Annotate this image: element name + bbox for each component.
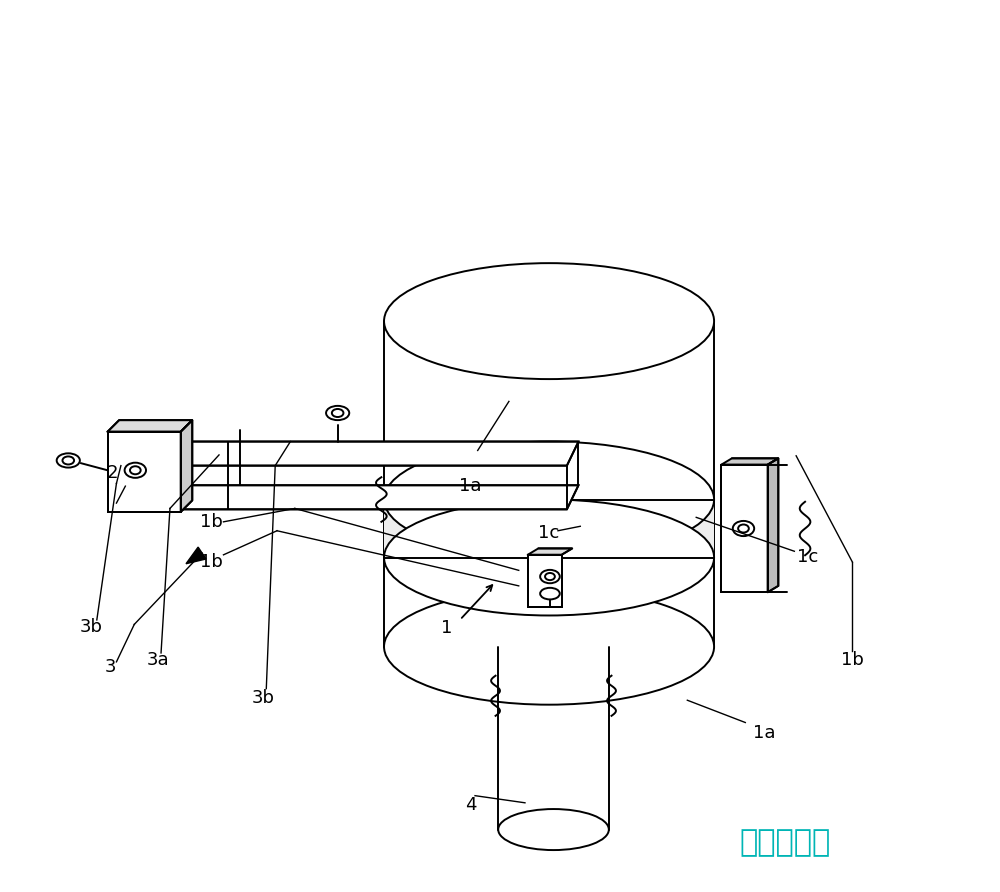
Ellipse shape [738,524,749,533]
Ellipse shape [62,457,74,465]
Polygon shape [384,500,714,558]
Text: 3a: 3a [147,651,170,669]
Polygon shape [112,442,578,466]
Text: 3: 3 [104,658,116,676]
Text: 4: 4 [465,796,476,814]
Ellipse shape [540,588,560,599]
Text: 1c: 1c [797,549,818,566]
Polygon shape [112,485,578,509]
Ellipse shape [498,809,609,850]
Polygon shape [186,547,206,564]
Polygon shape [181,420,192,512]
Text: 自动秒链接: 自动秒链接 [740,829,831,857]
Text: 1b: 1b [841,651,864,669]
Polygon shape [721,465,768,592]
Ellipse shape [384,589,714,705]
Text: 3b: 3b [252,689,275,706]
Ellipse shape [326,406,349,420]
Text: 1c: 1c [538,524,559,542]
Polygon shape [384,321,714,647]
Polygon shape [108,432,181,512]
Text: 2: 2 [106,464,118,482]
Polygon shape [498,647,609,830]
Ellipse shape [540,570,560,583]
Ellipse shape [332,409,343,417]
Polygon shape [528,549,572,555]
Text: 1b: 1b [200,513,223,531]
Ellipse shape [125,463,146,478]
Polygon shape [721,458,778,465]
Polygon shape [108,420,192,432]
Text: 1a: 1a [753,724,775,742]
Ellipse shape [384,263,714,379]
Ellipse shape [384,442,714,558]
Polygon shape [768,458,778,592]
Ellipse shape [733,521,754,536]
Text: 1: 1 [441,619,452,637]
Polygon shape [528,555,562,607]
Text: 1b: 1b [200,553,223,571]
Ellipse shape [130,467,141,475]
Ellipse shape [545,573,555,580]
Ellipse shape [384,500,714,615]
Ellipse shape [57,453,80,467]
Text: 1a: 1a [459,477,482,495]
Text: 3b: 3b [80,618,103,636]
